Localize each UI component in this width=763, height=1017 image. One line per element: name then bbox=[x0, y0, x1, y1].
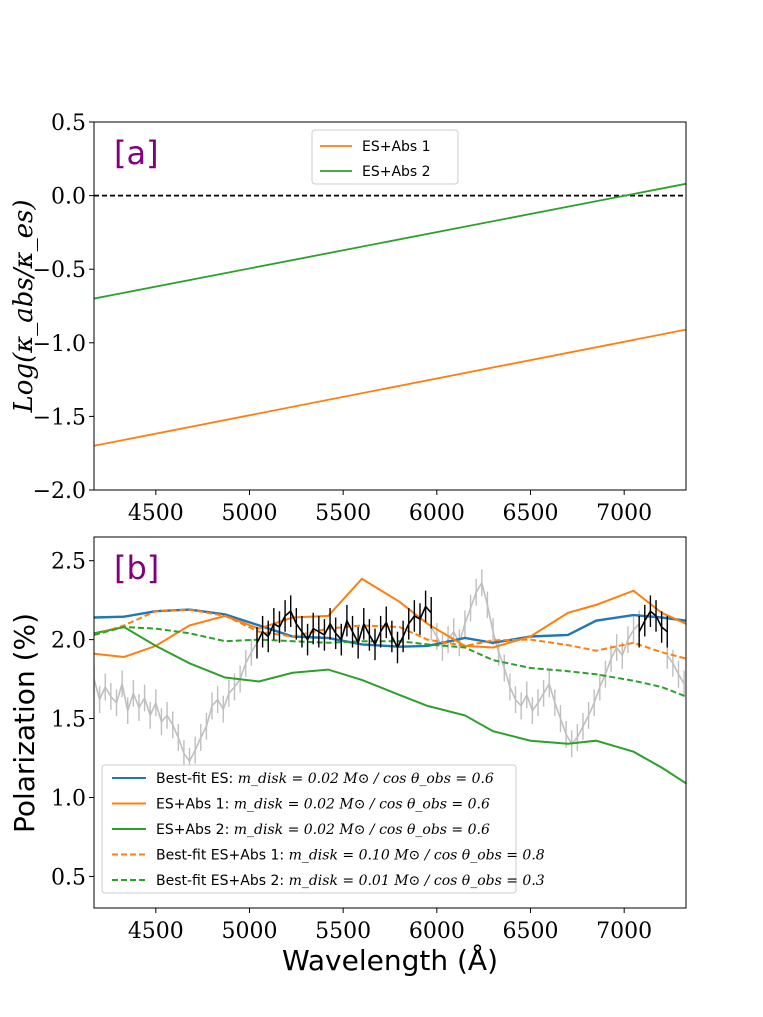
panel-b-plot-area bbox=[94, 569, 686, 785]
legend-label-es-abs-1: ES+Abs 1 bbox=[362, 139, 431, 155]
panel-a-y-tick-label: −2.0 bbox=[33, 479, 86, 504]
legend-params: m_disk = 0.10 M⊙ / cos θ_obs = 0.8 bbox=[289, 848, 545, 864]
observed-data-black-0 bbox=[256, 590, 432, 664]
observed-gray-line bbox=[94, 642, 258, 763]
panel-b-y-axis-title: Polarization (%) bbox=[8, 613, 41, 833]
observed-gray-line bbox=[666, 654, 685, 685]
panel-b-frame bbox=[93, 536, 687, 909]
panel-a-y-tick-label: 0.0 bbox=[51, 185, 86, 210]
panel-b-x-tick-label: 6500 bbox=[503, 919, 559, 944]
panel-b-x-tick-label: 6000 bbox=[409, 919, 465, 944]
series-line-es-abs-2 bbox=[94, 182, 686, 300]
series-line-es-abs-1 bbox=[94, 328, 686, 447]
panel-b-y-ticks: 0.5 1.0 1.5 2.0 2.5 bbox=[51, 550, 94, 890]
legend-label: ES+Abs 1: m_disk = 0.02 M⊙ / cos θ_obs =… bbox=[156, 797, 490, 813]
panel-b-x-tick-label: 4500 bbox=[128, 919, 184, 944]
model-line-4 bbox=[94, 625, 686, 698]
panel-a-x-tick-label: 6000 bbox=[409, 501, 465, 526]
legend-label: Best-fit ES: m_disk = 0.02 M⊙ / cos θ_ob… bbox=[156, 771, 494, 787]
panel-b-label: [b] bbox=[114, 549, 159, 587]
panel-b: 4500 5000 5500 6000 6500 7000 0.5 1.0 1.5 2.0 2.5… bbox=[8, 536, 687, 977]
panel-a-x-tick-label: 6500 bbox=[503, 501, 559, 526]
panel-a-frame bbox=[93, 121, 687, 491]
legend-params: m_disk = 0.02 M⊙ / cos θ_obs = 0.6 bbox=[234, 822, 490, 838]
legend-params: m_disk = 0.02 M⊙ / cos θ_obs = 0.6 bbox=[238, 771, 494, 787]
panel-a-y-axis-title: Log(κ_abs/κ_es) bbox=[9, 200, 39, 414]
panel-a-y-ticks: −2.0 −1.5 −1.0 −0.5 0.0 0.5 bbox=[33, 111, 94, 504]
panel-b-y-tick-label: 2.0 bbox=[51, 629, 86, 654]
panel-b-x-tick-label: 7000 bbox=[596, 919, 652, 944]
panel-b-x-ticks: 4500 5000 5500 6000 6500 7000 bbox=[128, 908, 652, 944]
panel-b-x-tick-label: 5500 bbox=[315, 919, 371, 944]
panel-b-x-tick-label: 5000 bbox=[221, 919, 277, 944]
panel-b-y-tick-label: 2.5 bbox=[51, 550, 86, 575]
legend-params: m_disk = 0.02 M⊙ / cos θ_obs = 0.6 bbox=[234, 797, 490, 813]
observed-black-line bbox=[638, 609, 668, 633]
panel-a-y-tick-label: −0.5 bbox=[33, 258, 86, 283]
observed-gray-line bbox=[430, 580, 640, 746]
legend-box bbox=[101, 764, 517, 894]
legend-params: m_disk = 0.01 M⊙ / cos θ_obs = 0.3 bbox=[289, 873, 545, 889]
model-line-3 bbox=[94, 608, 686, 660]
panel-a-y-tick-label: −1.0 bbox=[33, 332, 86, 357]
panel-a: 4500 5000 5500 6000 6500 7000 −2.0 −1.5 −1.0 −0.… bbox=[9, 111, 687, 526]
panel-b-y-tick-label: 1.0 bbox=[51, 786, 86, 811]
panel-a-label: [a] bbox=[114, 134, 159, 172]
panel-b-x-axis-title: Wavelength (Å) bbox=[282, 943, 498, 977]
legend-label: Best-fit ES+Abs 2: m_disk = 0.01 M⊙ / co… bbox=[156, 873, 545, 889]
legend-label: ES+Abs 2: m_disk = 0.02 M⊙ / cos θ_obs =… bbox=[156, 822, 490, 838]
panel-a-x-tick-label: 4500 bbox=[128, 501, 184, 526]
panel-b-y-tick-label: 1.5 bbox=[51, 708, 86, 733]
panel-a-y-tick-label: −1.5 bbox=[33, 405, 86, 430]
panel-a-x-ticks: 4500 5000 5500 6000 6500 7000 bbox=[128, 490, 652, 526]
legend-label-es-abs-2: ES+Abs 2 bbox=[362, 164, 431, 180]
legend-label: Best-fit ES+Abs 1: m_disk = 0.10 M⊙ / co… bbox=[156, 848, 545, 864]
observed-black-line bbox=[256, 605, 432, 650]
panel-a-x-tick-label: 5000 bbox=[221, 501, 277, 526]
model-line-2 bbox=[94, 625, 686, 785]
panel-a-legend: ES+Abs 1 ES+Abs 2 bbox=[311, 129, 459, 185]
panel-a-x-tick-label: 7000 bbox=[596, 501, 652, 526]
panel-a-plot-area bbox=[94, 182, 686, 447]
observed-data-black-1 bbox=[638, 595, 668, 648]
panel-a-y-tick-label: 0.5 bbox=[51, 111, 86, 136]
model-line-1 bbox=[94, 577, 686, 659]
panel-a-x-tick-label: 5500 bbox=[315, 501, 371, 526]
panel-b-y-tick-label: 0.5 bbox=[51, 865, 86, 890]
observed-data-gray bbox=[94, 569, 685, 775]
panel-b-legend: Best-fit ES: m_disk = 0.02 M⊙ / cos θ_ob… bbox=[101, 764, 545, 894]
